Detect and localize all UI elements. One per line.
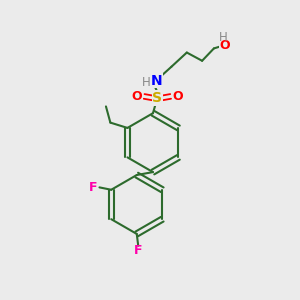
Text: O: O <box>131 90 142 103</box>
Text: S: S <box>152 91 162 105</box>
Text: F: F <box>89 181 98 194</box>
Text: N: N <box>150 74 162 88</box>
Text: O: O <box>220 39 230 52</box>
Text: H: H <box>142 76 151 89</box>
Text: F: F <box>134 244 142 257</box>
Text: O: O <box>173 90 183 103</box>
Text: H: H <box>219 31 228 44</box>
